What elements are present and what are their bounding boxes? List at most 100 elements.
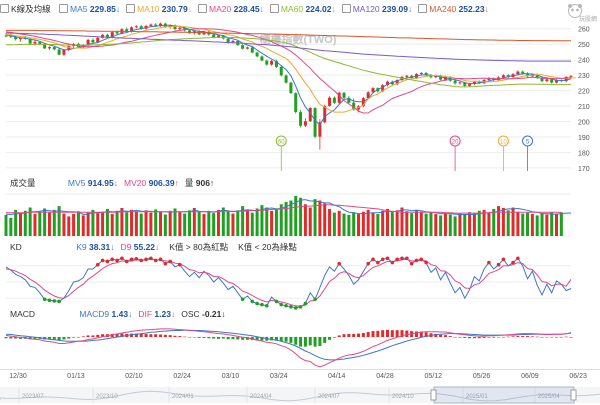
osc-bar <box>337 335 341 337</box>
kd-green-dot <box>284 303 288 308</box>
checkbox-icon[interactable] <box>341 4 351 13</box>
candle <box>245 46 249 50</box>
candle <box>159 22 163 27</box>
y-tick-label: 210 <box>578 104 590 111</box>
legend-item-ma60[interactable]: MA60 224.02↓ <box>269 2 336 16</box>
legend-item-mv20[interactable]: MV20 906.39↑ <box>124 176 179 190</box>
osc-bar <box>188 337 192 338</box>
osc-bar <box>516 336 520 337</box>
osc-bar <box>419 331 423 337</box>
osc-bar <box>434 333 438 337</box>
kd-legend-title: KD <box>10 242 22 252</box>
osc-bar <box>381 330 385 337</box>
volume-bar <box>289 200 293 236</box>
volume-bar <box>270 210 274 236</box>
legend-value: -0.21 <box>202 309 222 319</box>
navigator-left-handle[interactable] <box>430 389 437 401</box>
checkbox-icon[interactable] <box>269 4 279 13</box>
candle <box>337 91 341 104</box>
event-marker[interactable]: 60 <box>275 135 287 171</box>
volume-bar <box>366 209 370 236</box>
legend-item-dif[interactable]: DIF 1.23↓ <box>138 307 175 321</box>
kd-green-dot <box>313 297 317 302</box>
event-marker-label: 10 <box>500 140 507 146</box>
osc-bar <box>139 333 143 337</box>
legend-value: 906 <box>195 178 210 188</box>
legend-item-macd9[interactable]: MACD9 1.43↓ <box>79 307 132 321</box>
legend-item-mv5[interactable]: MV5 914.95↓ <box>68 176 118 190</box>
volume-bar <box>337 210 341 236</box>
checkbox-icon[interactable] <box>418 4 428 13</box>
checkbox-icon[interactable] <box>0 4 9 13</box>
candle <box>134 25 138 29</box>
range-navigator[interactable]: 2023/07 2023/10 2024/01 2024/04 2024/07 2024/… <box>0 385 600 405</box>
volume-bar <box>342 213 346 236</box>
legend-item-ma10[interactable]: MA10 230.79↓ <box>126 2 192 16</box>
volume-bar <box>207 210 211 236</box>
date-tick-label: 05/26 <box>473 373 491 380</box>
candle <box>284 74 288 84</box>
osc-bar <box>149 334 153 337</box>
event-marker[interactable]: 10 <box>497 135 509 171</box>
legend-item-k9[interactable]: K9 38.31↓ <box>76 240 114 254</box>
kd-green-dot <box>293 306 298 310</box>
legend-item-ma20[interactable]: MA20 228.45↓ <box>198 2 264 16</box>
volume-bar <box>308 207 312 236</box>
legend-item-ma120[interactable]: MA120 239.09↓ <box>341 2 412 16</box>
osc-bar <box>81 336 85 337</box>
legend-name: MV5 <box>67 178 86 188</box>
checkbox-icon[interactable] <box>126 4 136 13</box>
legend-arrow: ↓ <box>155 242 160 252</box>
volume-bar <box>192 208 196 236</box>
legend-item-osc[interactable]: OSC -0.21↓ <box>181 307 225 321</box>
candle <box>250 46 254 54</box>
osc-bar <box>270 337 274 341</box>
date-tick-label: 12/30 <box>9 373 27 380</box>
volume-bar <box>4 215 8 236</box>
osc-bar <box>313 337 317 347</box>
volume-bar <box>545 214 549 236</box>
navigator-right-handle[interactable] <box>570 389 577 401</box>
volume-bar <box>559 212 563 236</box>
kd-red-dot <box>153 258 158 263</box>
volume-bar <box>52 209 56 236</box>
kd-red-dot <box>385 256 390 261</box>
legend-value: 229.85 <box>89 4 116 14</box>
legend-name: MA240 <box>429 4 457 14</box>
date-tick-label: 02/10 <box>125 373 143 380</box>
osc-bar <box>569 337 573 338</box>
volume-bar <box>212 213 216 236</box>
kd-red-dot <box>100 258 105 263</box>
y-tick-label: 220 <box>578 89 590 96</box>
volume-legend: 成交量 MV5 914.95↓ MV20 906.39↑ 量 906↑ <box>0 176 220 190</box>
volume-bar <box>497 206 501 236</box>
navigator-selection[interactable] <box>433 386 575 404</box>
volume-bar <box>197 211 201 236</box>
legend-arrow: ↓ <box>115 4 121 14</box>
candle <box>564 76 568 83</box>
checkbox-icon[interactable] <box>198 4 207 13</box>
legend-item-量[interactable]: 量 906↑ <box>185 176 214 190</box>
osc-bar <box>395 330 399 337</box>
candle <box>332 96 336 105</box>
kd-red-dot <box>414 258 419 263</box>
event-marker[interactable]: 5 <box>522 135 534 171</box>
volume-bar <box>400 207 404 236</box>
volume-bar <box>115 210 119 236</box>
osc-bar <box>241 337 245 340</box>
osc-bar <box>197 337 201 338</box>
legend-value: 1.23 <box>154 309 171 319</box>
y-tick-label: 190 <box>578 135 590 142</box>
event-marker-label: 5 <box>526 140 530 146</box>
legend-item-d9[interactable]: D9 55.22↓ <box>121 240 160 254</box>
checkbox-icon[interactable] <box>59 4 69 13</box>
legend-arrow: ↓ <box>128 309 133 319</box>
volume-bar <box>67 216 71 236</box>
legend-item-ma5[interactable]: MA5 229.85↓ <box>59 2 120 16</box>
volume-bar <box>18 213 22 236</box>
legend-item-ma240[interactable]: MA240 252.23↓ <box>418 2 489 16</box>
osc-bar <box>192 337 196 338</box>
event-marker[interactable]: 20 <box>449 135 461 171</box>
kd-red-dot <box>178 262 182 267</box>
osc-bar <box>236 337 240 340</box>
